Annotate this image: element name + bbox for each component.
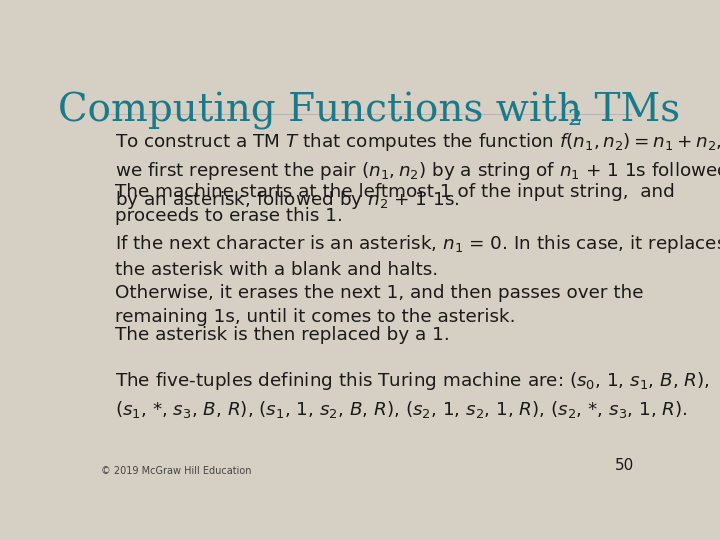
Text: 2: 2	[567, 107, 582, 130]
Text: © 2019 McGraw Hill Education: © 2019 McGraw Hill Education	[101, 467, 252, 476]
Text: The asterisk is then replaced by a 1.: The asterisk is then replaced by a 1.	[115, 326, 450, 343]
Text: The machine starts at the leftmost 1 of the input string,  and
proceeds to erase: The machine starts at the leftmost 1 of …	[115, 183, 675, 225]
Text: Computing Functions with TMs: Computing Functions with TMs	[58, 92, 680, 130]
Text: Otherwise, it erases the next 1, and then passes over the
remaining 1s, until it: Otherwise, it erases the next 1, and the…	[115, 285, 644, 326]
Text: To construct a TM $T$ that computes the function $f\left(n_1, n_2\right) = n_1 +: To construct a TM $T$ that computes the …	[115, 131, 720, 211]
Text: The five-tuples defining this Turing machine are: $(s_0$, 1, $s_1$, $B$, $R)$,
$: The five-tuples defining this Turing mac…	[115, 370, 710, 420]
Text: 50: 50	[615, 458, 634, 473]
Text: If the next character is an asterisk, $n_1$ = 0. In this case, it replaces
the a: If the next character is an asterisk, $n…	[115, 233, 720, 279]
